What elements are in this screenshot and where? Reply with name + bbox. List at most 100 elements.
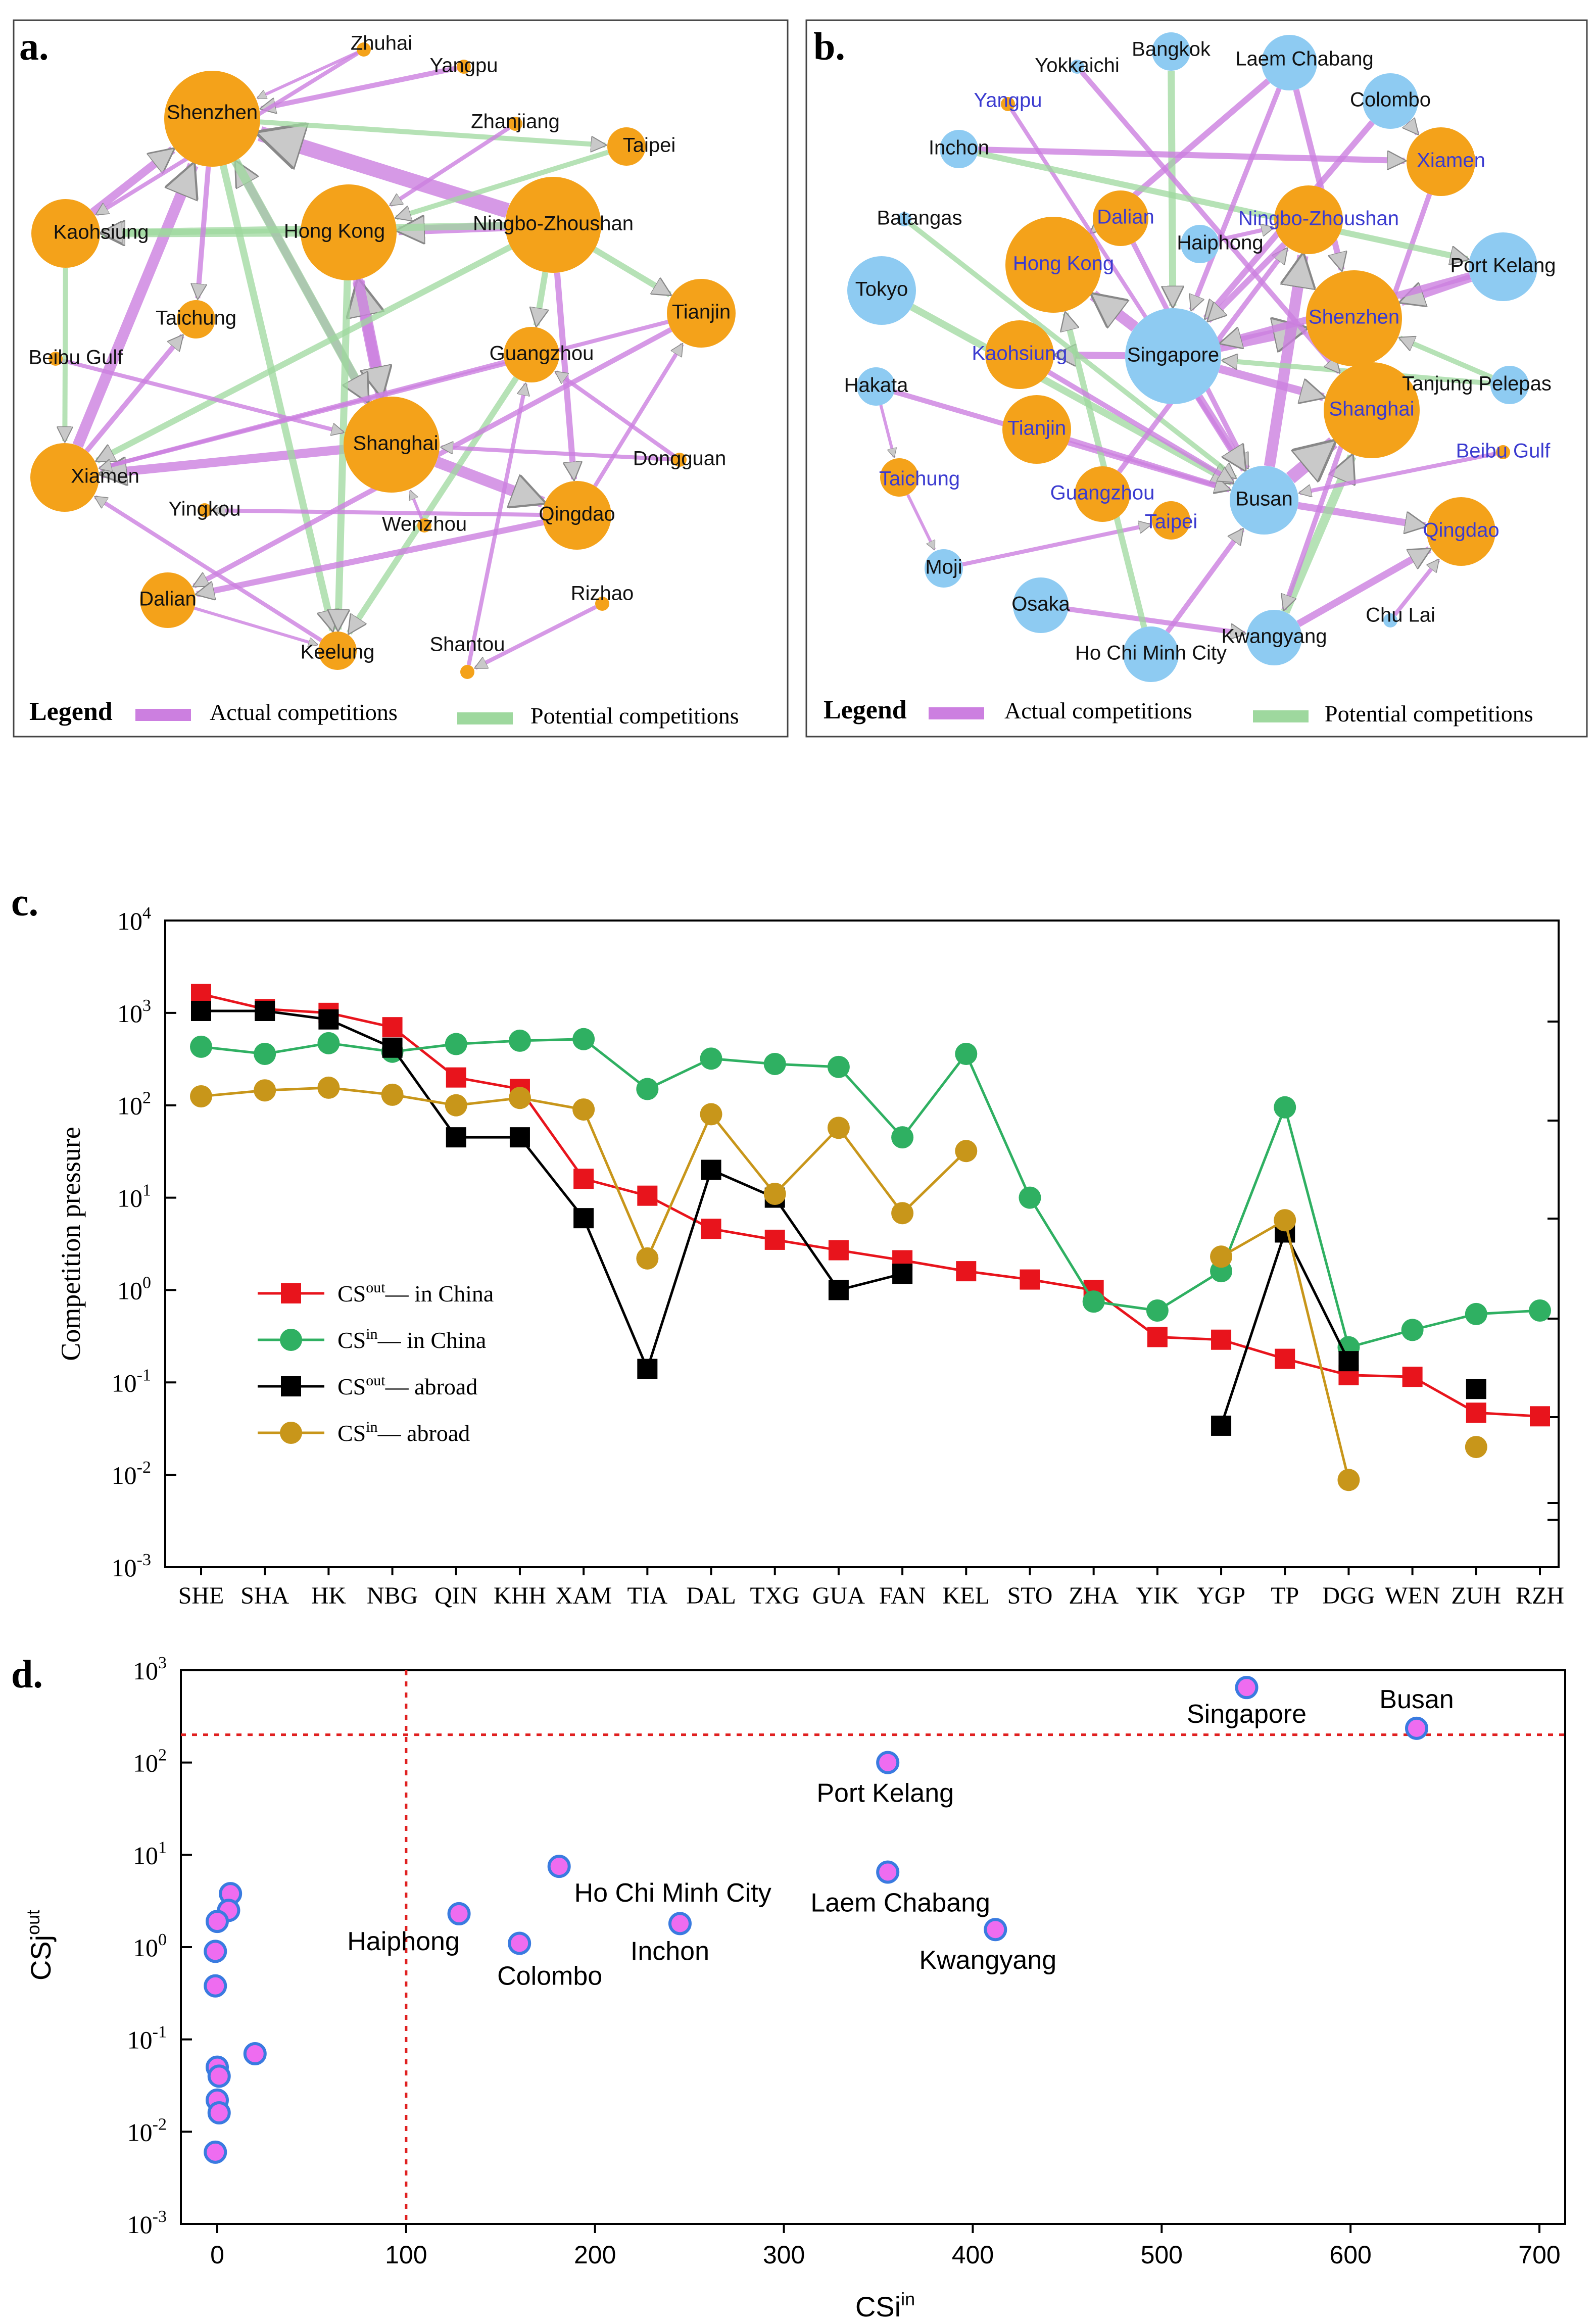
data-point: [1402, 1367, 1423, 1387]
y-tick-label: 102: [117, 1089, 151, 1120]
data-point: [955, 1042, 978, 1065]
port-node-kaohsiung: [31, 199, 100, 268]
y-tick-base: 10: [133, 1933, 158, 1962]
y-tick-label: 101: [117, 1181, 151, 1213]
data-point: [1274, 1209, 1296, 1232]
data-point: [1465, 1302, 1487, 1325]
port-label-ningbo: Ningbo-Zhoushan: [1238, 208, 1399, 230]
data-point: [636, 1247, 659, 1270]
actual-competition-edge: [978, 146, 1405, 161]
port-node-yingkou: [198, 503, 212, 517]
port-label-tianjin: Tianjin: [672, 301, 731, 323]
x-tick-label: SHA: [240, 1582, 289, 1609]
scatter-point: [1235, 1676, 1259, 1700]
point-label: Laem Chabang: [810, 1889, 990, 1918]
port-node-portkelang: [1469, 232, 1537, 301]
scatter-point: [206, 1910, 229, 1933]
port-label-yingkou: Yingkou: [168, 498, 240, 520]
legend-label-actual: Actual competitions: [210, 699, 398, 725]
panel-c-right-ticks: [1547, 1021, 1559, 1521]
data-point: [891, 1202, 914, 1225]
y-tick-exponent: -2: [153, 2115, 167, 2134]
data-point: [573, 1169, 594, 1189]
port-node-shantou: [460, 665, 474, 679]
data-point: [955, 1140, 978, 1163]
series-1: [190, 1028, 1551, 1359]
port-node-bangkok: [1152, 32, 1190, 71]
x-tick-label: WEN: [1385, 1582, 1440, 1609]
potential-competition-edge: [1400, 335, 1493, 380]
y-tick-exponent: -1: [137, 1366, 151, 1384]
port-node-hochiminh: [1123, 626, 1179, 682]
port-label-moji: Moji: [925, 556, 962, 578]
data-point: [892, 1264, 913, 1284]
port-node-shenzhen: [164, 71, 260, 167]
legend-title: Legend: [824, 696, 907, 724]
port-label-kaohsiung: Kaohsiung: [53, 221, 149, 244]
legend-label-potential: Potential competitions: [1325, 701, 1533, 727]
scatter-point: [508, 1931, 531, 1955]
potential-competition-edge: [338, 280, 351, 630]
potential-competition-edge: [397, 150, 609, 218]
x-tick-label: KHH: [494, 1582, 546, 1609]
y-tick-base: 10: [133, 1749, 158, 1777]
port-label-hochiminh: Ho Chi Minh City: [1075, 642, 1227, 664]
data-point: [1338, 1351, 1359, 1372]
port-label-bangkok: Bangkok: [1132, 38, 1211, 61]
data-point: [828, 1280, 849, 1300]
legend-label-rest: — in China: [377, 1327, 487, 1353]
y-tick-base: 10: [112, 1554, 137, 1582]
series-line: [201, 1038, 1540, 1349]
port-node-guangzhou: [1075, 466, 1130, 522]
port-label-yokkaichi: Yokkaichi: [1035, 55, 1120, 77]
potential-competition-edge: [910, 304, 1232, 486]
port-node-guangzhou: [504, 327, 559, 382]
port-label-tokyo: Tokyo: [855, 278, 908, 301]
point-label: Singapore: [1187, 1700, 1307, 1729]
actual-competition-edge: [1393, 560, 1440, 616]
actual-competition-edge: [410, 491, 423, 520]
data-point: [1210, 1245, 1233, 1268]
panel-c-series: [190, 984, 1551, 1491]
port-label-xiamen: Xiamen: [71, 465, 139, 488]
actual-competition-edge: [1195, 395, 1248, 469]
x-tick-label: DAL: [686, 1582, 736, 1609]
legend-title: Legend: [29, 697, 113, 726]
panel-d-x-label: CSiin: [855, 2289, 915, 2322]
panel-a: a. Shenzhen Hong Kong Ningbo-Zhoushan Shang…: [13, 19, 789, 738]
y-tick-label: 104: [117, 904, 151, 935]
data-point: [190, 1085, 212, 1107]
port-node-kwangyang: [1246, 610, 1302, 665]
port-node-dongguan: [672, 453, 687, 467]
data-point: [191, 984, 211, 1004]
port-label-shenzhen: Shenzhen: [167, 102, 258, 124]
port-label-batangas: Batangas: [877, 207, 962, 229]
panel-a-legend: Legend Actual competitions Potential com…: [29, 697, 739, 729]
data-point: [1019, 1186, 1041, 1209]
port-label-shanghai: Shanghai: [353, 432, 438, 455]
data-point: [1465, 1436, 1487, 1459]
legend-marker: [280, 1422, 302, 1444]
port-node-yokkaichi: [1070, 60, 1084, 74]
port-node-ningbo: [505, 177, 601, 273]
legend-label-actual: Actual competitions: [1004, 698, 1192, 723]
actual-competition-edge: [1056, 355, 1126, 356]
x-tick-label: TIA: [627, 1582, 667, 1609]
port-node-taichung: [880, 458, 918, 497]
data-point: [1530, 1406, 1550, 1427]
legend-label-sup: out: [366, 1372, 385, 1389]
data-point: [827, 1055, 850, 1078]
actual-competition-edge: [475, 605, 597, 670]
port-label-busan: Busan: [1235, 488, 1292, 510]
potential-competition-edge: [593, 247, 670, 298]
actual-competition-edge: [194, 606, 317, 645]
port-label-dalian: Dalian: [139, 588, 196, 610]
y-tick-label: 10-3: [127, 2207, 167, 2239]
data-point: [508, 1029, 531, 1052]
data-point: [446, 1067, 466, 1088]
port-label-taipei: Taipei: [1145, 511, 1198, 533]
data-point: [1466, 1402, 1486, 1423]
port-label-singapore: Singapore: [1127, 344, 1219, 366]
port-label-taichung: Taichung: [879, 468, 960, 490]
